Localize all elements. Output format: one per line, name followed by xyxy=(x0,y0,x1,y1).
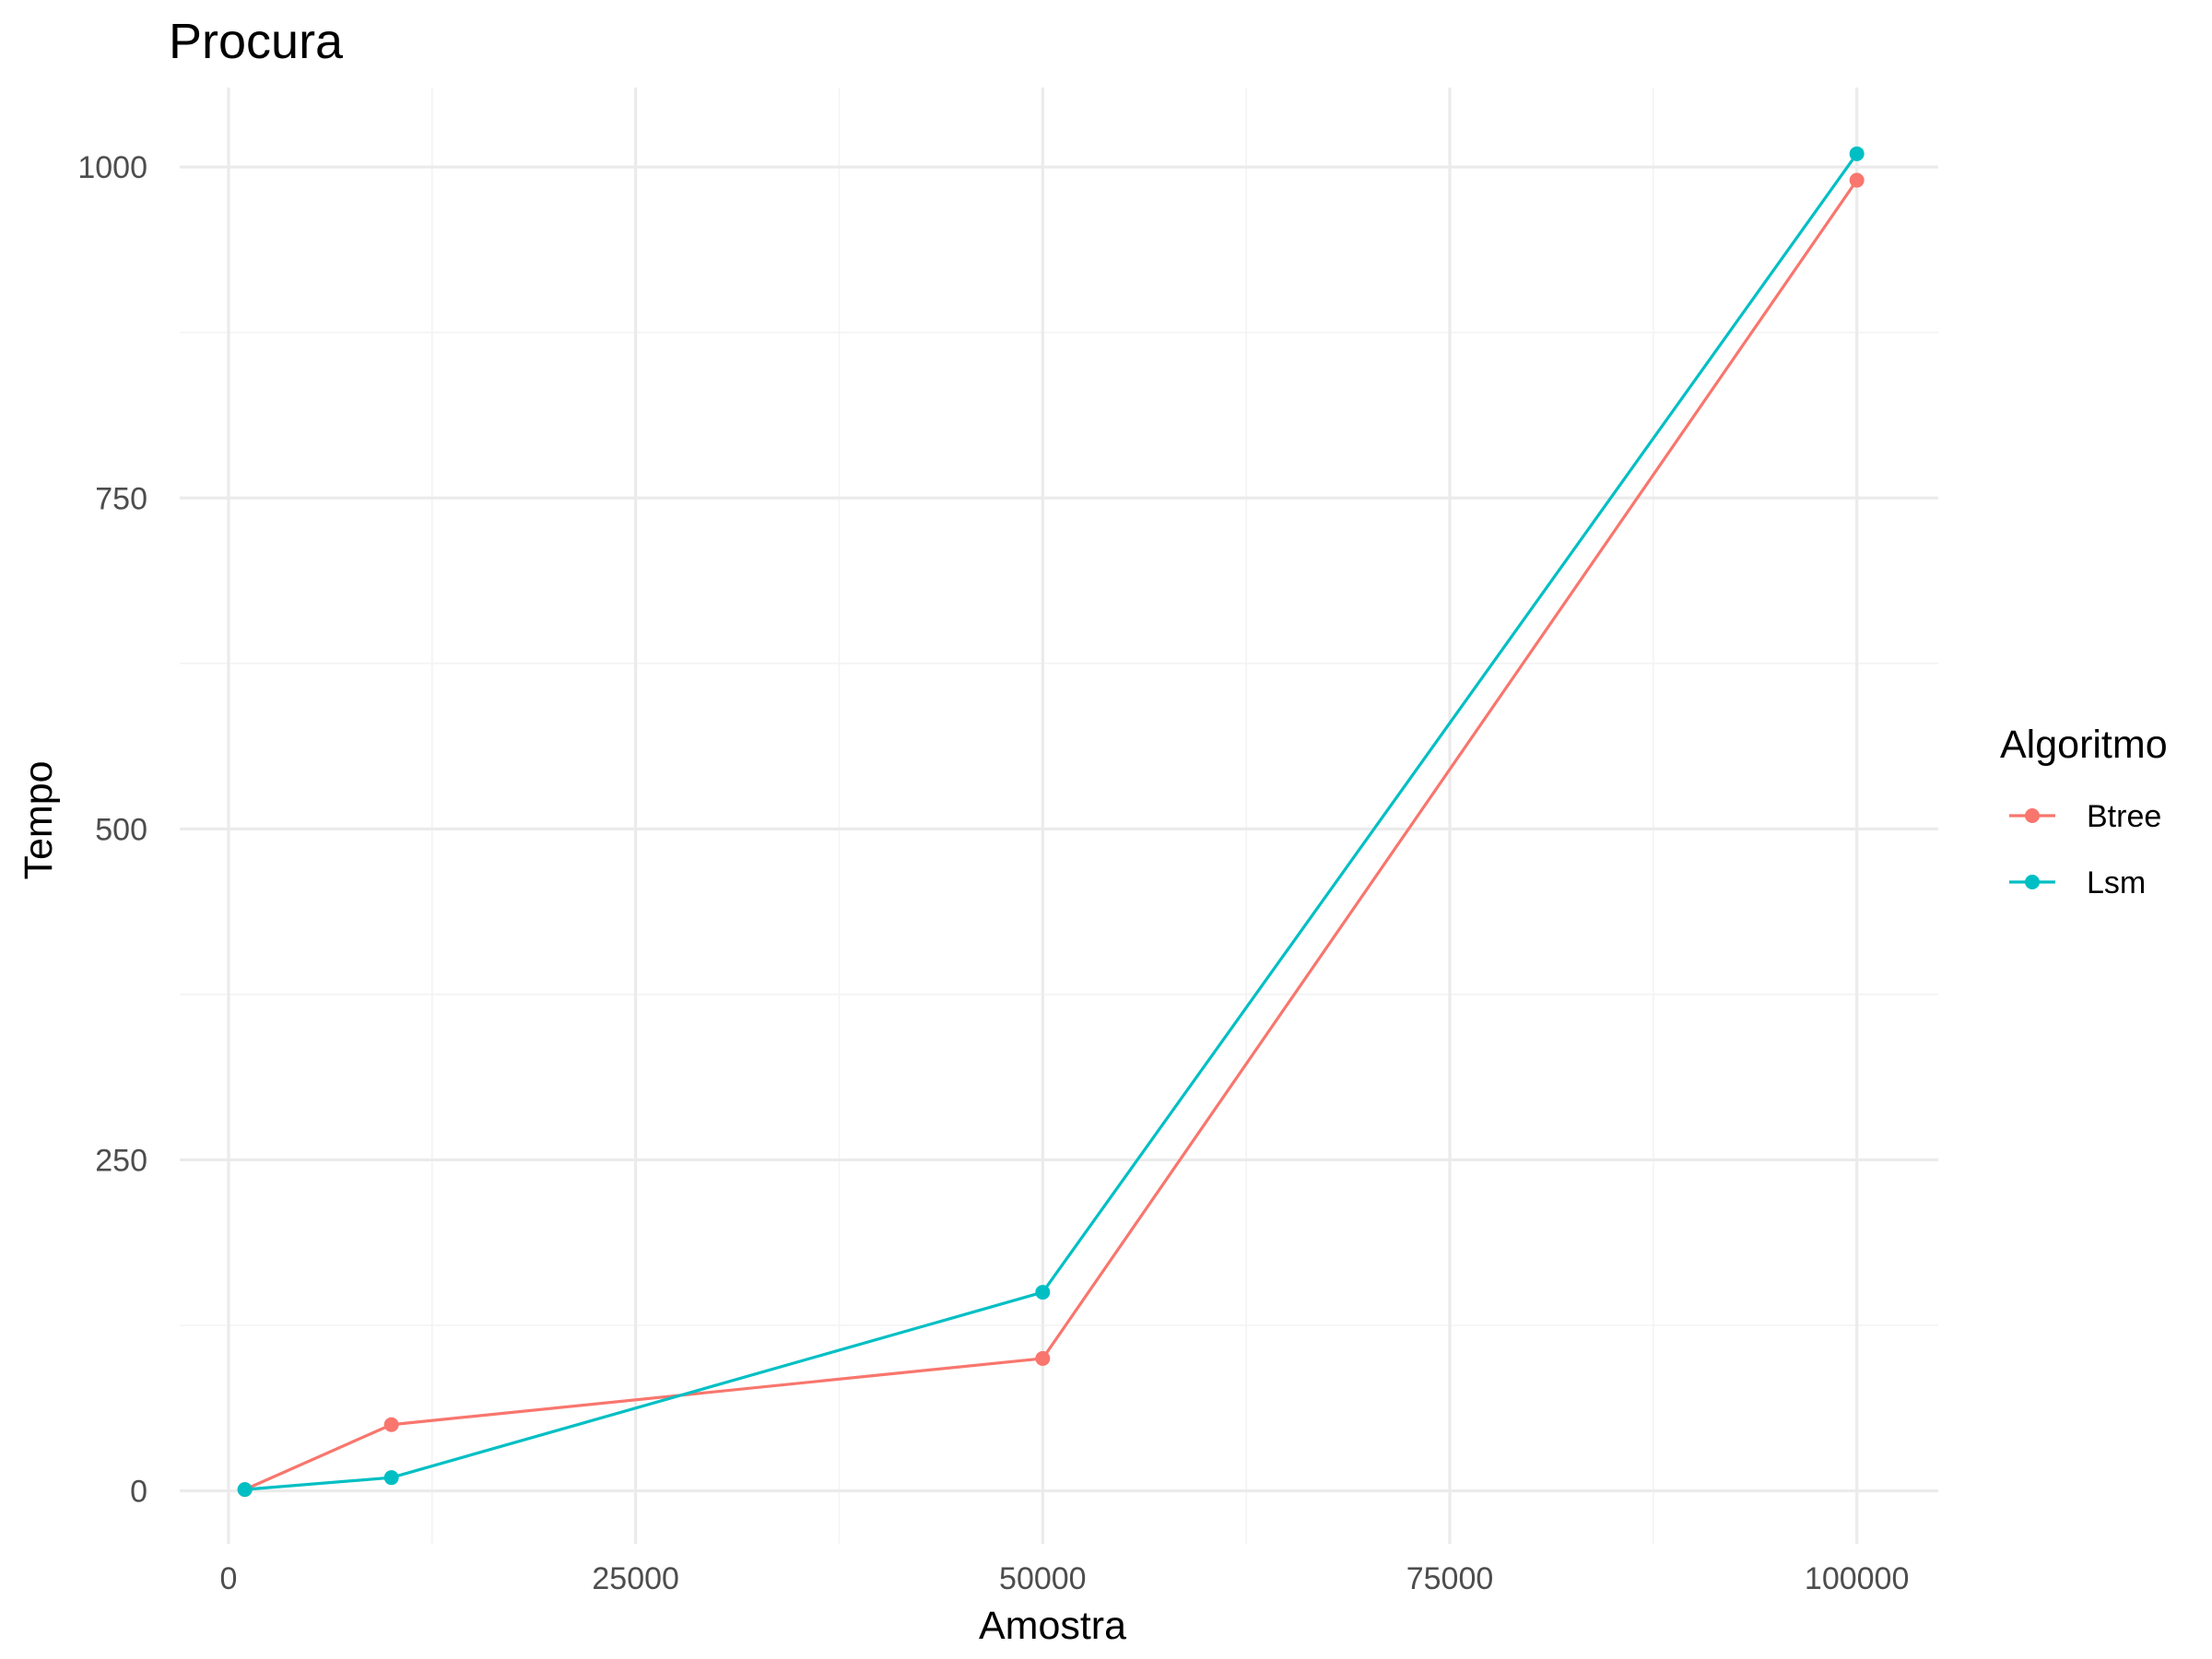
x-axis-title: Amostra xyxy=(979,1604,1126,1648)
series-lsm xyxy=(237,146,1865,1498)
data-point-btree xyxy=(1035,1350,1051,1366)
data-point-lsm xyxy=(237,1482,253,1498)
series-line-lsm xyxy=(244,152,1858,1491)
data-point-lsm xyxy=(383,1470,399,1486)
legend-label: Btree xyxy=(2087,799,2161,834)
y-tick-label: 0 xyxy=(130,1475,147,1510)
data-point-btree xyxy=(1849,172,1865,188)
data-point-lsm xyxy=(1035,1285,1051,1300)
x-tick-label: 75000 xyxy=(1406,1561,1494,1596)
y-tick-label: 250 xyxy=(95,1143,147,1178)
grid xyxy=(180,88,1938,1544)
x-tick-label: 100000 xyxy=(1805,1561,1909,1596)
legend-key-point xyxy=(2025,875,2040,889)
data-point-btree xyxy=(383,1417,399,1432)
series-btree xyxy=(237,172,1865,1498)
y-tick-label: 750 xyxy=(95,481,147,516)
legend-title: Algoritmo xyxy=(2000,723,2168,767)
legend-item-btree: Btree xyxy=(2009,799,2161,834)
legend-item-lsm: Lsm xyxy=(2009,865,2146,900)
series-layer xyxy=(237,146,1865,1498)
legend: Algoritmo Btree Lsm xyxy=(2000,723,2168,900)
x-tick-label: 0 xyxy=(220,1561,238,1596)
y-tick-label: 1000 xyxy=(77,150,147,185)
chart-title: Procura xyxy=(169,14,344,69)
tick-labels: 0 25000 50000 75000 100000 0 250 500 750 1000 xyxy=(77,150,1909,1596)
legend-label: Lsm xyxy=(2087,865,2146,900)
y-tick-label: 500 xyxy=(95,812,147,847)
data-point-lsm xyxy=(1849,146,1865,161)
x-tick-label: 50000 xyxy=(999,1561,1087,1596)
y-axis-title: Tempo xyxy=(17,760,61,879)
legend-key-point xyxy=(2025,808,2040,823)
x-tick-label: 25000 xyxy=(592,1561,679,1596)
series-line-btree xyxy=(244,179,1858,1491)
